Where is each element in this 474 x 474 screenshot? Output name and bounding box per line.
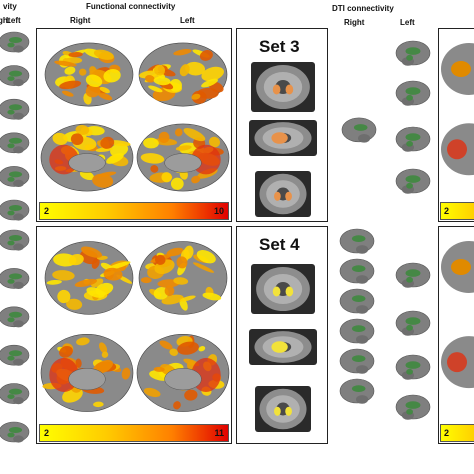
right-cropped-panel: 2 (438, 28, 474, 222)
dti-brains (341, 40, 431, 194)
header-dti-right: Right (344, 18, 365, 27)
right-colorbar: 2 (440, 424, 474, 442)
left-brain-1 (0, 268, 30, 289)
header-left-col-right: Right (0, 16, 11, 25)
header-dti-left: Left (400, 18, 415, 27)
dti-right-brain-4 (339, 348, 375, 374)
dti-left-brain-3 (395, 394, 431, 420)
mri-slice-0 (251, 264, 315, 315)
left-brain-3 (0, 344, 30, 366)
functional-right-medial (40, 123, 134, 192)
seed-set-panel: Set 3 (236, 28, 328, 222)
functional-connectivity-panel: 2 10 (36, 28, 232, 222)
dti-left-brain-2 (395, 354, 431, 380)
left-brain-1 (0, 65, 30, 87)
dti-right-brain-2 (339, 288, 375, 314)
header-dti-title: DTI connectivity (332, 4, 394, 13)
functional-right-medial (40, 333, 134, 412)
left-brain-0 (0, 31, 30, 53)
left-brain-4 (0, 383, 30, 405)
set-title: Set 4 (259, 235, 300, 254)
functional-left-lateral (138, 241, 228, 315)
dti-right-brain-1 (339, 258, 375, 284)
dti-right-brain-5 (339, 378, 375, 404)
left-brain-2 (0, 98, 30, 120)
functional-connectivity-panel: 2 11 (36, 226, 232, 444)
left-brain-0 (0, 229, 30, 251)
header-left-col-left: Left (6, 16, 21, 25)
functional-right-lateral (44, 42, 134, 107)
dti-left-brain-2 (395, 126, 431, 152)
dti-right-brain-3 (339, 318, 375, 344)
colorbar: 2 10 (39, 202, 229, 220)
right-cropped-panel: 2 (438, 226, 474, 444)
functional-right-lateral (44, 241, 134, 315)
dti-left-brain-0 (395, 262, 431, 288)
left-brain-2 (0, 306, 30, 328)
functional-left-medial (136, 333, 230, 412)
header-functional-right: Right (70, 16, 91, 25)
functional-left-lateral (138, 42, 228, 107)
functional-brains (40, 42, 230, 192)
colorbar-max: 11 (214, 428, 224, 438)
set-title: Set 3 (259, 37, 300, 56)
dti-left-brain-0 (395, 40, 431, 66)
mri-slice-0 (251, 61, 315, 112)
header-functional-left: Left (180, 16, 195, 25)
dti-right-brain-0 (341, 117, 377, 143)
dti-brains (339, 228, 431, 420)
left-brain-3 (0, 132, 30, 154)
seed-set-panel: Set 4 (236, 226, 328, 444)
left-tract-brains (0, 31, 30, 221)
dti-connectivity-panel (330, 28, 436, 222)
colorbar-min: 2 (44, 428, 50, 438)
right-colorbar-min: 2 (444, 206, 450, 216)
mri-slice-2 (255, 386, 311, 433)
left-tract-brains (0, 229, 30, 443)
header-left-fragment: vity (3, 2, 17, 11)
dti-left-brain-1 (395, 80, 431, 106)
left-brain-4 (0, 166, 30, 187)
figure-row-set-4: 2 11 Set 4 2 (0, 226, 474, 444)
functional-left-medial (136, 123, 230, 192)
left-brain-5 (0, 199, 30, 221)
colorbar: 2 11 (39, 424, 229, 442)
right-colorbar: 2 (440, 202, 474, 220)
functional-brains (40, 241, 230, 412)
mri-slice-1 (249, 120, 317, 157)
dti-right-brain-0 (339, 228, 375, 254)
left-brain-5 (0, 421, 30, 443)
figure-row-set-3: 2 10 Set 3 2 (0, 28, 474, 222)
dti-left-brain-1 (395, 310, 431, 336)
mri-slice-2 (255, 170, 311, 217)
right-colorbar-min: 2 (444, 428, 450, 438)
colorbar-min: 2 (44, 206, 50, 216)
right-cropped-brains (441, 43, 474, 176)
mri-slice-1 (249, 329, 317, 366)
colorbar-max: 10 (213, 206, 224, 216)
right-cropped-brains (441, 241, 474, 389)
dti-left-brain-3 (395, 168, 431, 194)
dti-connectivity-panel (330, 226, 436, 444)
header-functional-title: Functional connectivity (86, 2, 176, 11)
